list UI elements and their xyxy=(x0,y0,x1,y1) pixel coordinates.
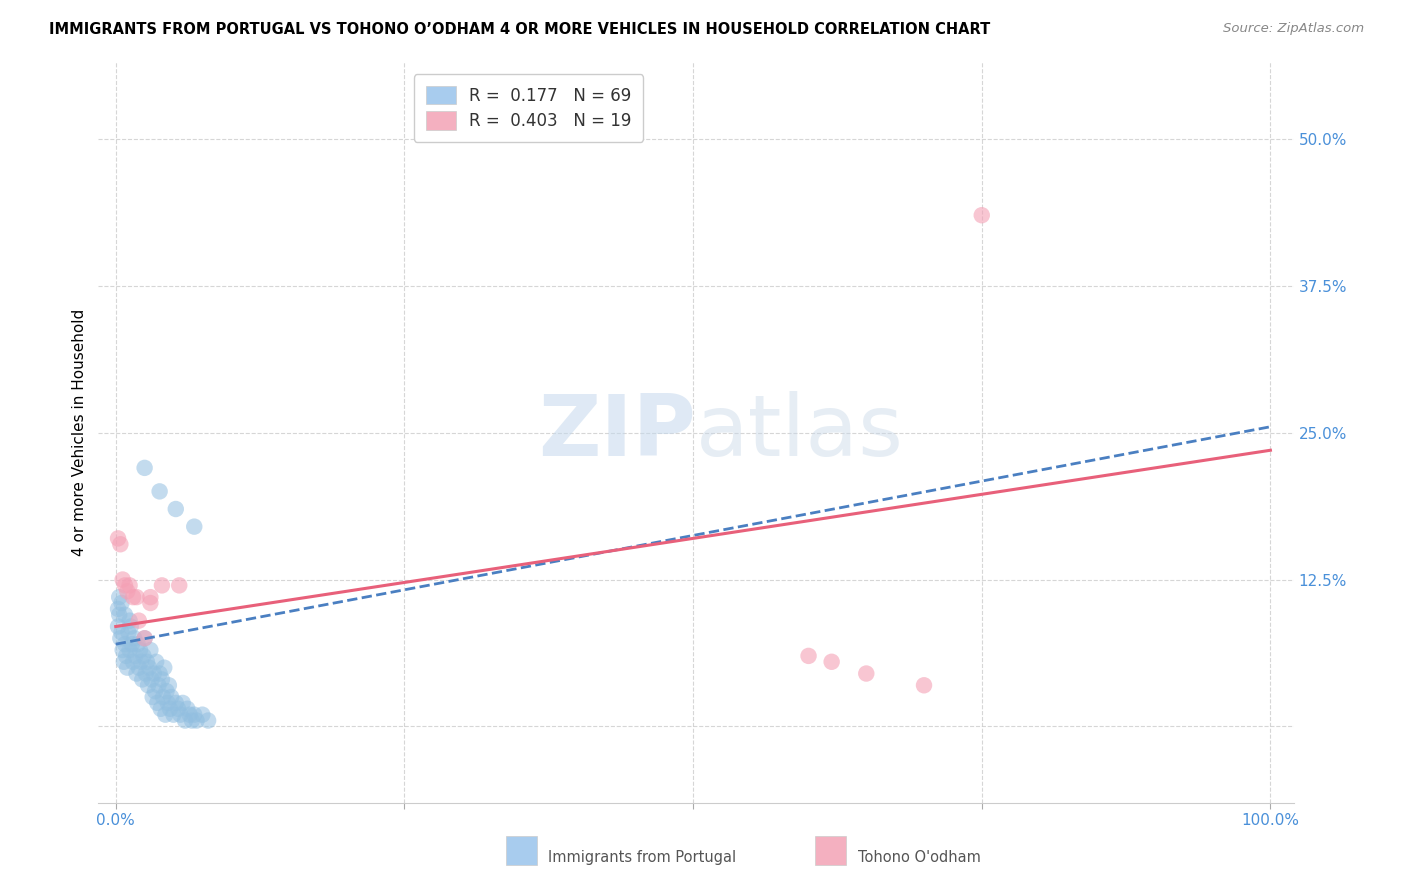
Point xyxy=(149,484,172,499)
Point xyxy=(912,678,935,692)
Point xyxy=(122,590,145,604)
Point xyxy=(122,632,145,646)
Point xyxy=(117,625,139,640)
Point xyxy=(183,519,205,533)
Point xyxy=(118,643,141,657)
Point xyxy=(174,714,197,728)
Point xyxy=(125,666,148,681)
Point xyxy=(134,461,156,475)
Point xyxy=(107,532,129,546)
Point xyxy=(145,655,167,669)
Point xyxy=(160,690,183,704)
Point xyxy=(155,684,177,698)
Text: IMMIGRANTS FROM PORTUGAL VS TOHONO O’ODHAM 4 OR MORE VEHICLES IN HOUSEHOLD CORRE: IMMIGRANTS FROM PORTUGAL VS TOHONO O’ODH… xyxy=(49,22,990,37)
Point xyxy=(139,596,162,610)
Text: Source: ZipAtlas.com: Source: ZipAtlas.com xyxy=(1223,22,1364,36)
Point xyxy=(138,660,160,674)
Point xyxy=(142,690,165,704)
Point xyxy=(131,673,153,687)
Point xyxy=(191,707,214,722)
Point xyxy=(110,625,132,640)
Point xyxy=(143,684,166,698)
Point xyxy=(162,707,184,722)
Point xyxy=(135,655,157,669)
Point xyxy=(142,666,165,681)
Point xyxy=(111,573,134,587)
Point xyxy=(183,707,205,722)
Point xyxy=(139,643,162,657)
Point xyxy=(970,208,993,222)
Legend: R =  0.177   N = 69, R =  0.403   N = 19: R = 0.177 N = 69, R = 0.403 N = 19 xyxy=(415,74,643,142)
Point xyxy=(197,714,219,728)
Point xyxy=(167,578,190,592)
Point xyxy=(110,632,132,646)
Text: Immigrants from Portugal: Immigrants from Portugal xyxy=(548,850,737,865)
Point xyxy=(169,707,191,722)
Point xyxy=(108,607,131,622)
Point xyxy=(165,696,187,710)
Point xyxy=(141,673,163,687)
Point xyxy=(125,590,148,604)
Point xyxy=(167,702,190,716)
Point xyxy=(172,696,194,710)
Point xyxy=(114,607,136,622)
Point xyxy=(157,678,180,692)
Point xyxy=(146,696,169,710)
Point xyxy=(129,643,152,657)
Point xyxy=(150,578,173,592)
Point xyxy=(107,619,129,633)
Text: atlas: atlas xyxy=(696,391,904,475)
Point xyxy=(855,666,877,681)
Point xyxy=(124,648,146,663)
Point xyxy=(165,502,187,516)
Text: ZIP: ZIP xyxy=(538,391,696,475)
Point xyxy=(121,637,143,651)
Point xyxy=(186,714,208,728)
Y-axis label: 4 or more Vehicles in Household: 4 or more Vehicles in Household xyxy=(72,309,87,557)
Point xyxy=(120,619,142,633)
Point xyxy=(117,660,139,674)
Point xyxy=(149,702,172,716)
Point xyxy=(114,637,136,651)
Point xyxy=(110,537,132,551)
Point xyxy=(115,648,138,663)
Point xyxy=(112,655,135,669)
Point xyxy=(176,702,198,716)
Point xyxy=(156,696,179,710)
Text: Tohono O'odham: Tohono O'odham xyxy=(858,850,980,865)
Point xyxy=(159,702,181,716)
Point xyxy=(114,578,136,592)
Point xyxy=(122,655,145,669)
Point xyxy=(107,602,129,616)
Point xyxy=(150,673,173,687)
Point xyxy=(128,660,150,674)
Point xyxy=(135,666,157,681)
Point xyxy=(179,707,201,722)
Point xyxy=(117,584,139,599)
Point xyxy=(118,614,141,628)
Point xyxy=(820,655,842,669)
Point xyxy=(797,648,820,663)
Point xyxy=(148,678,170,692)
Point xyxy=(118,578,141,592)
Point xyxy=(110,596,132,610)
Point xyxy=(139,590,162,604)
Point xyxy=(132,648,155,663)
Point xyxy=(155,707,177,722)
Point xyxy=(149,666,172,681)
Point xyxy=(136,678,159,692)
Point xyxy=(153,660,176,674)
Point xyxy=(108,590,131,604)
Point xyxy=(181,714,204,728)
Point xyxy=(128,614,150,628)
Point xyxy=(111,643,134,657)
Point xyxy=(129,655,152,669)
Point xyxy=(134,632,156,646)
Point xyxy=(127,637,149,651)
Point xyxy=(134,632,156,646)
Point xyxy=(152,690,174,704)
